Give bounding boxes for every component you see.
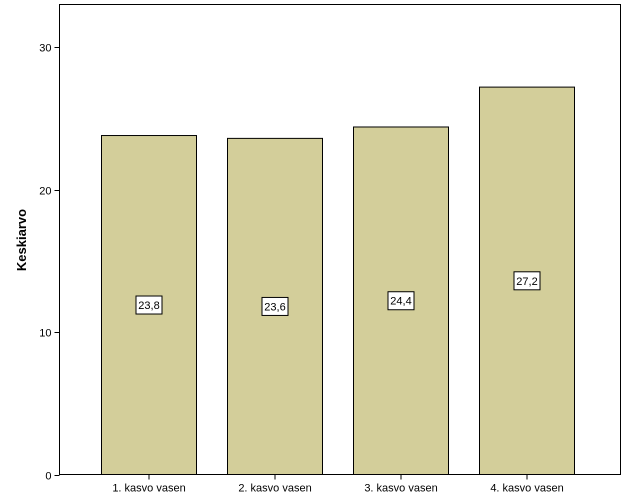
x-tick-label: 3. kasvo vasen	[364, 483, 437, 495]
y-axis-title: Keskiarvo	[14, 209, 29, 271]
bar	[101, 135, 197, 475]
x-axis: 1. kasvo vasen 2. kasvo vasen 3. kasvo vas…	[112, 474, 564, 495]
data-label-box	[513, 271, 541, 291]
data-label: 23,8	[138, 300, 159, 312]
data-label: 23,6	[264, 301, 285, 313]
y-axis: 0 10 20 30	[39, 43, 60, 483]
x-tick-label: 4. kasvo vasen	[490, 483, 563, 495]
plot-frame	[59, 4, 621, 475]
x-tick-label: 1. kasvo vasen	[112, 483, 185, 495]
bar-series	[101, 86, 575, 476]
data-labels: 23,8 23,6 24,4 27,2	[135, 271, 541, 316]
data-label-box	[135, 295, 163, 315]
y-tick-label: 10	[39, 328, 51, 340]
data-label: 24,4	[390, 296, 411, 308]
data-label-box	[261, 296, 289, 316]
y-tick-label: 0	[45, 471, 51, 483]
data-label: 27,2	[516, 276, 537, 288]
x-tick-label: 2. kasvo vasen	[238, 483, 311, 495]
y-tick-label: 20	[39, 186, 51, 198]
y-tick-label: 30	[39, 43, 51, 55]
data-label-box	[387, 291, 415, 311]
